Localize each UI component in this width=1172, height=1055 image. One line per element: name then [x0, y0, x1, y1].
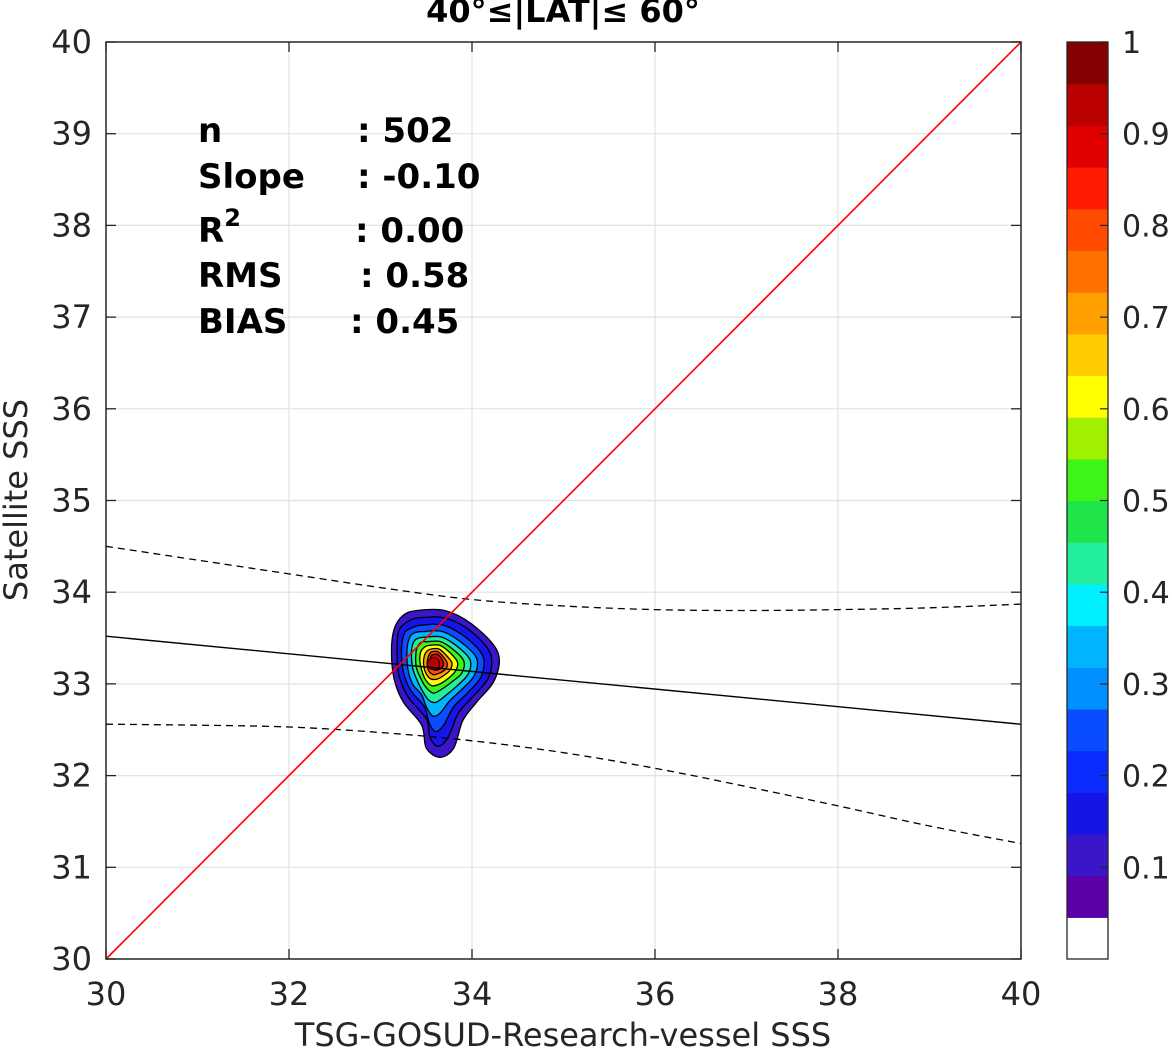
stat-slope-value: : -0.10	[357, 157, 480, 197]
colorbar-segment-0	[1067, 917, 1108, 960]
colorbar-label-0.1: 0.1	[1122, 851, 1170, 886]
stat-slope-label: Slope	[198, 157, 305, 197]
colorbar-segment-12	[1067, 417, 1108, 460]
colorbar-label-0.3: 0.3	[1122, 668, 1170, 703]
y-tick-label-32: 32	[51, 757, 92, 795]
colorbar-segment-19	[1067, 125, 1108, 168]
y-tick-label-40: 40	[51, 23, 92, 61]
colorbar-segment-9	[1067, 542, 1108, 585]
x-tick-label-32: 32	[269, 975, 310, 1013]
colorbar-segment-3	[1067, 792, 1108, 835]
colorbar-segment-21	[1067, 42, 1108, 85]
colorbar-segment-18	[1067, 167, 1108, 210]
colorbar-segment-16	[1067, 250, 1108, 293]
lower-bound-line	[105, 723, 1022, 845]
colorbar-segment-2	[1067, 833, 1108, 877]
grid-lines	[106, 42, 1021, 959]
stat-n-label: n	[198, 111, 222, 151]
x-tick-label-30: 30	[86, 975, 127, 1013]
colorbar-segment-13	[1067, 375, 1108, 418]
x-tick-label-34: 34	[452, 975, 493, 1013]
y-tick-label-35: 35	[51, 482, 92, 520]
x-axis-label: TSG-GOSUD-Research-vessel SSS	[294, 1016, 831, 1054]
identity-line	[105, 41, 1022, 960]
colorbar-segment-11	[1067, 458, 1108, 502]
y-tick-label-30: 30	[51, 940, 92, 978]
stat-bias-value: : 0.45	[350, 302, 459, 342]
chart-title: 40°≤|LAT|≤ 60°	[426, 0, 700, 31]
y-tick-label-36: 36	[51, 390, 92, 428]
colorbar-segment-20	[1067, 83, 1108, 126]
upper-bound-line	[105, 545, 1022, 612]
stat-r2-label: R2	[198, 204, 241, 251]
colorbar-label-0.2: 0.2	[1122, 760, 1170, 795]
stat-rms-value: : 0.58	[360, 256, 469, 296]
x-tick-label-40: 40	[1001, 975, 1042, 1013]
y-tick-label-34: 34	[51, 573, 92, 611]
density-peak	[427, 657, 441, 671]
colorbar-label-0.8: 0.8	[1122, 209, 1170, 244]
stat-rms-label: RMS	[198, 256, 283, 296]
colorbar-segment-8	[1067, 583, 1108, 627]
colorbar-segment-5	[1067, 708, 1108, 752]
colorbar-segment-15	[1067, 292, 1108, 335]
colorbar-segment-7	[1067, 625, 1108, 668]
colorbar-segment-6	[1067, 667, 1108, 710]
colorbar: 0.1 0.2 0.3 0.4 0.5 0.6 0.7 0.8 0.9 1	[1066, 26, 1170, 960]
stat-r2-base: R	[198, 211, 224, 251]
x-tick-label-36: 36	[635, 975, 676, 1013]
stat-r2-superscript: 2	[224, 204, 241, 232]
stats-box: n : 502 Slope : -0.10 R2 : 0.00 RMS : 0.…	[198, 111, 480, 342]
y-tick-label-37: 37	[51, 298, 92, 336]
y-axis-label: Satellite SSS	[0, 399, 35, 601]
stat-n-value: : 502	[357, 111, 453, 151]
axis-ticks	[105, 41, 1022, 960]
colorbar-segment-10	[1067, 500, 1108, 543]
stat-bias-label: BIAS	[198, 302, 287, 342]
reference-lines	[105, 41, 1022, 960]
axis-tick-labels: 30 32 34 36 38 40 30 31 32 33 34 35 36 37 38 39 40	[51, 23, 1041, 1013]
y-tick-label-33: 33	[51, 665, 92, 703]
colorbar-segment-14	[1067, 333, 1108, 377]
y-tick-label-38: 38	[51, 206, 92, 244]
colorbar-label-0.7: 0.7	[1122, 301, 1170, 336]
y-tick-label-39: 39	[51, 115, 92, 153]
colorbar-label-0.6: 0.6	[1122, 393, 1170, 428]
colorbar-label-0.4: 0.4	[1122, 576, 1170, 611]
colorbar-segment-1	[1067, 875, 1108, 918]
colorbar-label-1: 1	[1122, 26, 1141, 61]
regression-fit-line	[105, 635, 1022, 725]
colorbar-segment-4	[1067, 750, 1108, 793]
y-tick-label-31: 31	[51, 848, 92, 886]
x-tick-label-38: 38	[818, 975, 859, 1013]
colorbar-label-0.5: 0.5	[1122, 485, 1170, 520]
colorbar-label-0.9: 0.9	[1122, 118, 1170, 153]
colorbar-segment-17	[1067, 208, 1108, 252]
stat-r2-value: : 0.00	[355, 211, 464, 251]
